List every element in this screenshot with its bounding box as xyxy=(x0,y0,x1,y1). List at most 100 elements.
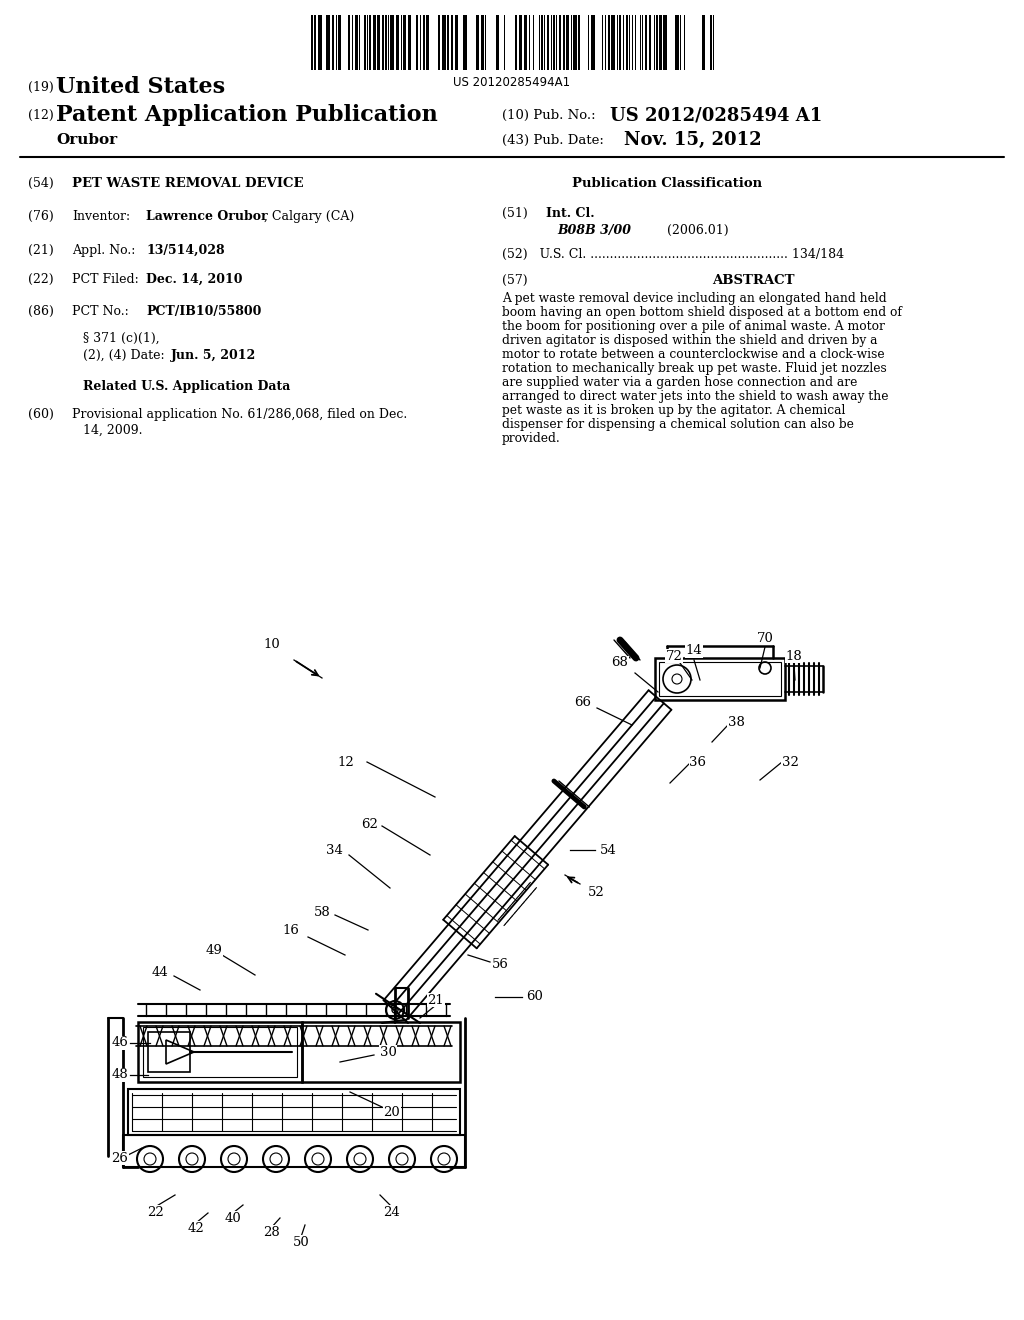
Bar xyxy=(555,15,557,70)
Bar xyxy=(311,15,312,70)
Text: PCT Filed:: PCT Filed: xyxy=(72,273,138,286)
Bar xyxy=(541,15,543,70)
Bar xyxy=(143,1027,297,1077)
Bar xyxy=(338,15,341,70)
Bar xyxy=(475,15,479,70)
Bar xyxy=(451,15,453,70)
Text: , Calgary (CA): , Calgary (CA) xyxy=(264,210,354,223)
Text: provided.: provided. xyxy=(502,432,561,445)
Text: 60: 60 xyxy=(526,990,544,1003)
Text: 38: 38 xyxy=(728,715,744,729)
Bar xyxy=(455,15,458,70)
Bar xyxy=(623,15,624,70)
Text: 20: 20 xyxy=(384,1106,400,1118)
Bar xyxy=(518,15,522,70)
Text: US 2012/0285494 A1: US 2012/0285494 A1 xyxy=(610,106,822,124)
Text: (86): (86) xyxy=(28,305,54,318)
Bar xyxy=(588,15,589,70)
Bar xyxy=(655,657,785,700)
Text: PCT No.:: PCT No.: xyxy=(72,305,129,318)
Bar xyxy=(544,15,545,70)
Text: 66: 66 xyxy=(574,696,592,709)
Text: the boom for positioning over a pile of animal waste. A motor: the boom for positioning over a pile of … xyxy=(502,319,885,333)
Text: 21: 21 xyxy=(428,994,444,1006)
Bar xyxy=(426,15,428,70)
Text: Publication Classification: Publication Classification xyxy=(572,177,762,190)
Bar xyxy=(437,15,440,70)
Text: 22: 22 xyxy=(146,1205,164,1218)
Text: 18: 18 xyxy=(785,649,803,663)
Text: 52: 52 xyxy=(588,886,604,899)
Bar xyxy=(562,15,565,70)
Bar xyxy=(701,15,705,70)
Text: 48: 48 xyxy=(112,1068,128,1081)
Text: (52)   U.S. Cl. ................................................... 134/184: (52) U.S. Cl. ..........................… xyxy=(502,248,844,261)
Text: 40: 40 xyxy=(224,1212,242,1225)
Text: 14: 14 xyxy=(686,644,702,657)
Text: (2), (4) Date:: (2), (4) Date: xyxy=(83,348,165,362)
Bar xyxy=(601,15,603,70)
Bar xyxy=(354,15,358,70)
Text: (21): (21) xyxy=(28,244,53,257)
Bar xyxy=(416,15,418,70)
Bar xyxy=(659,663,781,696)
Text: (76): (76) xyxy=(28,210,53,223)
Bar xyxy=(648,15,651,70)
Bar xyxy=(573,15,577,70)
Bar xyxy=(680,15,681,70)
Text: arranged to direct water jets into the shield to wash away the: arranged to direct water jets into the s… xyxy=(502,389,889,403)
Text: rotation to mechanically break up pet waste. Fluid jet nozzles: rotation to mechanically break up pet wa… xyxy=(502,362,887,375)
Text: (54): (54) xyxy=(28,177,53,190)
Bar xyxy=(481,15,483,70)
Text: 54: 54 xyxy=(600,843,616,857)
Bar xyxy=(423,15,425,70)
Bar xyxy=(403,15,406,70)
Bar xyxy=(607,15,610,70)
Text: 62: 62 xyxy=(361,817,379,830)
Text: 34: 34 xyxy=(326,845,342,858)
Bar xyxy=(635,15,636,70)
Bar xyxy=(408,15,411,70)
Text: 16: 16 xyxy=(283,924,299,936)
Text: 10: 10 xyxy=(263,639,281,652)
Text: Inventor:: Inventor: xyxy=(72,210,130,223)
Bar xyxy=(618,15,621,70)
Bar xyxy=(551,15,552,70)
Text: ABSTRACT: ABSTRACT xyxy=(712,275,795,286)
Text: pet waste as it is broken up by the agitator. A chemical: pet waste as it is broken up by the agit… xyxy=(502,404,846,417)
Bar xyxy=(656,15,657,70)
Bar xyxy=(332,15,334,70)
Text: (60): (60) xyxy=(28,408,54,421)
Text: 36: 36 xyxy=(689,755,707,768)
Text: 26: 26 xyxy=(112,1151,128,1164)
Text: 50: 50 xyxy=(293,1236,309,1249)
Text: driven agitator is disposed within the shield and driven by a: driven agitator is disposed within the s… xyxy=(502,334,878,347)
Bar xyxy=(591,15,595,70)
Text: (51): (51) xyxy=(502,207,527,220)
Bar xyxy=(675,15,679,70)
Text: PCT/IB10/55800: PCT/IB10/55800 xyxy=(146,305,261,318)
Text: 42: 42 xyxy=(187,1221,205,1234)
Bar xyxy=(442,15,445,70)
Text: 70: 70 xyxy=(757,631,773,644)
Bar xyxy=(611,15,614,70)
Text: 32: 32 xyxy=(781,755,799,768)
Text: Nov. 15, 2012: Nov. 15, 2012 xyxy=(624,131,762,149)
Text: 28: 28 xyxy=(262,1225,280,1238)
Text: (12): (12) xyxy=(28,108,53,121)
Text: PET WASTE REMOVAL DEVICE: PET WASTE REMOVAL DEVICE xyxy=(72,177,303,190)
Bar xyxy=(578,15,580,70)
Bar xyxy=(710,15,712,70)
Bar xyxy=(138,1022,302,1082)
Text: A pet waste removal device including an elongated hand held: A pet waste removal device including an … xyxy=(502,292,887,305)
Bar xyxy=(659,15,662,70)
Text: 12: 12 xyxy=(338,755,354,768)
Text: 49: 49 xyxy=(206,944,222,957)
Bar xyxy=(626,15,628,70)
Bar xyxy=(302,1022,460,1082)
Text: are supplied water via a garden hose connection and are: are supplied water via a garden hose con… xyxy=(502,376,857,389)
Bar xyxy=(348,15,349,70)
Text: B08B 3/00: B08B 3/00 xyxy=(557,224,631,238)
Text: § 371 (c)(1),: § 371 (c)(1), xyxy=(83,333,160,345)
Bar xyxy=(369,15,371,70)
